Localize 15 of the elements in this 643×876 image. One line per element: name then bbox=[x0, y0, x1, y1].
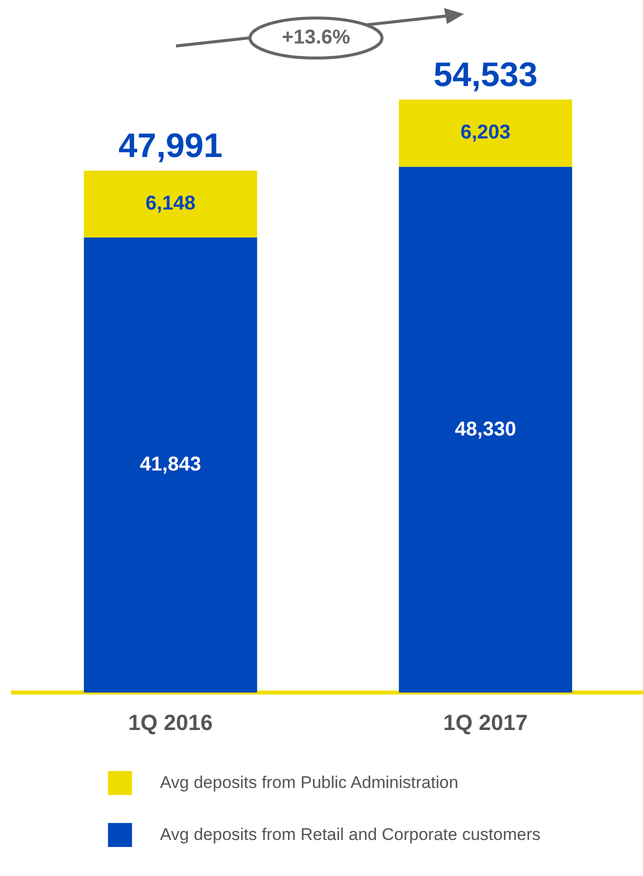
bar bbox=[84, 170, 258, 238]
bar bbox=[398, 166, 572, 693]
bar bbox=[398, 99, 572, 167]
data-label: 6,203 bbox=[460, 122, 511, 144]
legend-label: Avg deposits from Public Administration bbox=[160, 773, 458, 793]
total-label: 54,533 bbox=[434, 56, 538, 94]
bar bbox=[84, 237, 258, 693]
data-label: 6,148 bbox=[145, 192, 196, 215]
x-tick-label: 1Q 2016 bbox=[128, 710, 213, 735]
legend-label: Avg deposits from Retail and Corporate customers bbox=[160, 825, 540, 845]
data-label: 41,843 bbox=[140, 454, 202, 476]
x-tick-label: 1Q 2017 bbox=[443, 710, 528, 735]
text: +13.6% bbox=[282, 26, 350, 49]
data-label: 48,330 bbox=[454, 418, 516, 440]
total-label: 47,991 bbox=[118, 126, 222, 165]
